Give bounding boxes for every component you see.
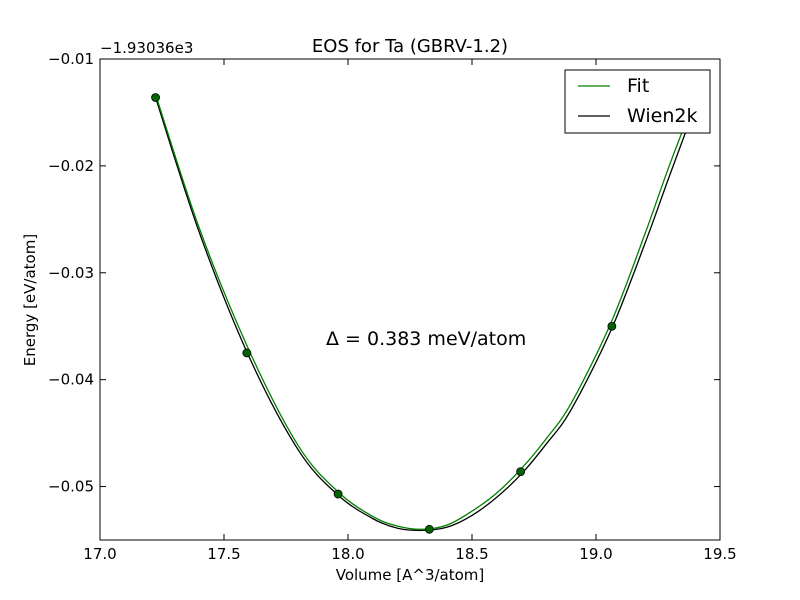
axes-frame	[99, 58, 721, 541]
x-axis-ticks: 17.0 17.5 18.0 18.5 19.0 19.5	[83, 59, 737, 563]
y-tick-label: −0.03	[48, 264, 94, 282]
data-point	[242, 348, 252, 358]
series-layer	[154, 72, 709, 532]
y-tick-label: −0.04	[48, 371, 94, 389]
legend-frame	[564, 69, 711, 134]
data-point	[607, 321, 617, 331]
y-tick-label: −0.01	[48, 50, 94, 68]
data-point	[333, 489, 343, 499]
x-tick-label: 18.0	[331, 545, 364, 563]
delta-annotation: Δ = 0.383 meV/atom	[326, 328, 526, 350]
y-axis-label: Energy [eV/atom]	[21, 234, 39, 366]
marker-layer	[151, 93, 617, 534]
y-tick-label: −0.05	[48, 478, 94, 496]
data-point	[516, 467, 526, 476]
x-tick-label: 17.0	[83, 545, 116, 563]
series-line-wien2k	[154, 72, 709, 532]
legend: Fit Wien2k	[564, 69, 711, 134]
legend-label-wien2k: Wien2k	[627, 105, 697, 127]
y-tick-label: −0.02	[48, 157, 94, 175]
data-point	[424, 524, 434, 534]
x-tick-label: 19.0	[579, 545, 612, 563]
x-tick-label: 17.5	[207, 545, 240, 563]
series-line-fit	[154, 72, 706, 530]
y-axis-ticks: −0.05 −0.04 −0.03 −0.02 −0.01	[48, 50, 720, 496]
x-axis-label: Volume [A^3/atom]	[336, 566, 485, 584]
x-tick-label: 18.5	[455, 545, 488, 563]
plot-area	[99, 58, 721, 541]
legend-label-fit: Fit	[627, 75, 649, 97]
x-tick-label: 19.5	[703, 545, 736, 563]
chart-title: EOS for Ta (GBRV-1.2)	[312, 36, 508, 57]
y-offset-label: −1.93036e3	[100, 39, 193, 57]
data-point	[151, 93, 160, 102]
